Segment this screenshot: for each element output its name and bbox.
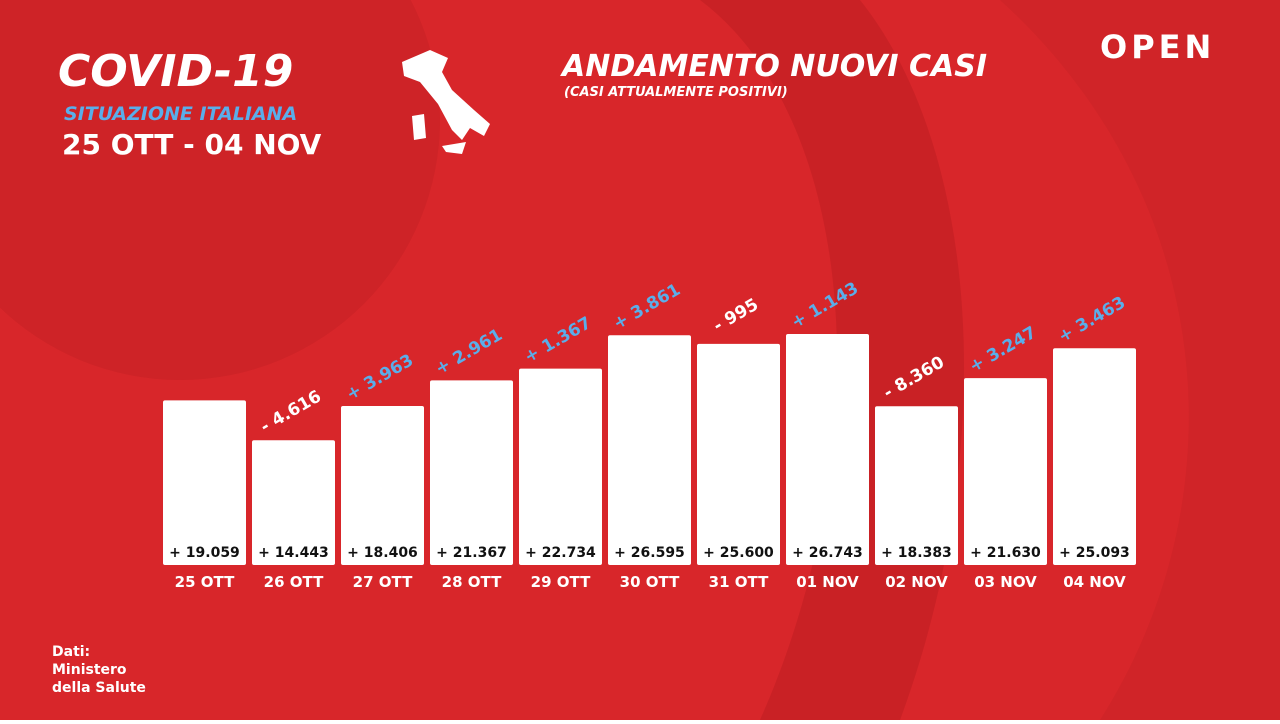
value-label: + 25.093: [1059, 545, 1130, 561]
bar: [430, 380, 513, 565]
value-label: + 25.600: [703, 545, 774, 561]
source: Ministero: [52, 662, 127, 678]
header-subtitle: SITUAZIONE ITALIANA: [64, 103, 297, 125]
x-tick-label: 31 OTT: [709, 573, 769, 591]
value-label: + 21.630: [970, 545, 1041, 561]
bar: [608, 335, 691, 565]
bar: [341, 406, 424, 565]
value-label: + 26.595: [614, 545, 685, 561]
bar: [875, 406, 958, 565]
value-label: + 14.443: [258, 545, 329, 561]
x-tick-label: 26 OTT: [264, 573, 324, 591]
chart-subtitle: (CASI ATTUALMENTE POSITIVI): [564, 85, 788, 100]
x-tick-label: 01 NOV: [796, 573, 859, 591]
x-tick-label: 29 OTT: [531, 573, 591, 591]
value-label: + 18.406: [347, 545, 418, 561]
x-tick-label: 02 NOV: [885, 573, 948, 591]
x-tick-label: 27 OTT: [353, 573, 413, 591]
value-label: + 18.383: [881, 545, 952, 561]
x-tick-label: 30 OTT: [620, 573, 680, 591]
bar: [697, 343, 780, 565]
bar: [1053, 348, 1136, 565]
bg-shape: [0, 0, 440, 380]
value-label: + 22.734: [525, 545, 596, 561]
bar: [252, 440, 335, 565]
header-period: 25 OTT - 04 NOV: [62, 128, 322, 161]
value-label: + 19.059: [169, 545, 240, 561]
bg-shape: [1000, 0, 1280, 720]
bar: [519, 368, 602, 565]
chart-title: ANDAMENTO NUOVI CASI: [560, 49, 987, 84]
value-label: + 26.743: [792, 545, 863, 561]
x-tick-label: 03 NOV: [974, 573, 1037, 591]
x-tick-label: 25 OTT: [175, 573, 235, 591]
value-label: + 21.367: [436, 545, 507, 561]
header-title: COVID-19: [58, 46, 293, 97]
source: Dati:: [52, 644, 90, 660]
x-tick-label: 28 OTT: [442, 573, 502, 591]
brand: OPEN: [1100, 28, 1215, 66]
bar: [163, 400, 246, 565]
bar: [964, 378, 1047, 565]
source: della Salute: [52, 680, 146, 696]
bar: [786, 334, 869, 565]
italy-map: [402, 50, 490, 154]
x-tick-label: 04 NOV: [1063, 573, 1126, 591]
